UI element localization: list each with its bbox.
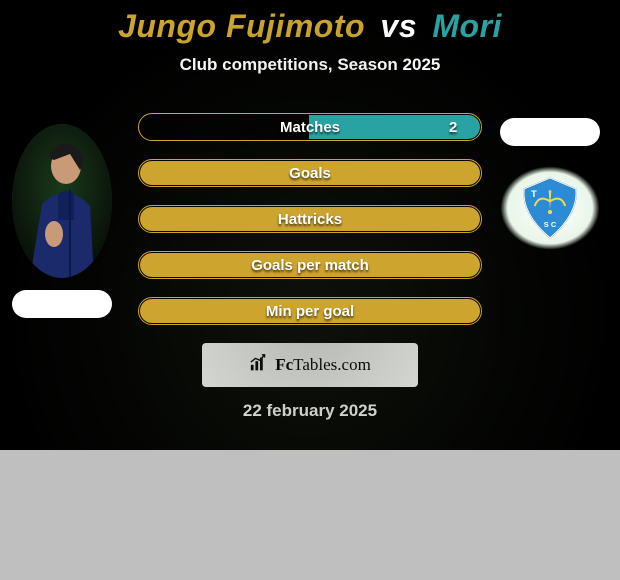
stat-p2-value: 2 (443, 119, 481, 136)
subtitle: Club competitions, Season 2025 (0, 55, 620, 75)
player2-club-crest: S C T (500, 166, 600, 250)
club-crest-icon: S C T (516, 174, 584, 242)
stat-label: Goals per match (177, 257, 443, 274)
vs-text: vs (380, 8, 417, 44)
player1-panel (12, 124, 112, 318)
stat-label: Matches (177, 119, 443, 136)
player-photo-icon (12, 124, 112, 278)
stat-row: Goals per match (138, 251, 482, 279)
player1-club-badge (12, 290, 112, 318)
stat-row: Min per goal (138, 297, 482, 325)
stat-label: Min per goal (177, 303, 443, 320)
player2-panel: S C T (500, 118, 600, 250)
stat-label: Hattricks (177, 211, 443, 228)
stat-row: Hattricks (138, 205, 482, 233)
stat-row: Goals (138, 159, 482, 187)
brand-text: FcTables.com (275, 355, 371, 375)
svg-text:T: T (531, 189, 537, 200)
comparison-title: Jungo Fujimoto vs Mori (0, 8, 620, 45)
player1-avatar (12, 124, 112, 278)
bar-chart-icon (249, 352, 271, 379)
comparison-card: Jungo Fujimoto vs Mori Club competitions… (0, 0, 620, 450)
stats-bars: Matches2 Goals Hattricks Goals per match Min… (138, 113, 482, 325)
stat-row: Matches2 (138, 113, 482, 141)
date-text: 22 february 2025 (0, 401, 620, 421)
stat-label: Goals (177, 165, 443, 182)
brand-box[interactable]: FcTables.com (202, 343, 418, 387)
player2-name: Mori (432, 8, 502, 44)
svg-text:S C: S C (544, 220, 557, 229)
player2-name-badge (500, 118, 600, 146)
player1-name: Jungo Fujimoto (118, 8, 365, 44)
